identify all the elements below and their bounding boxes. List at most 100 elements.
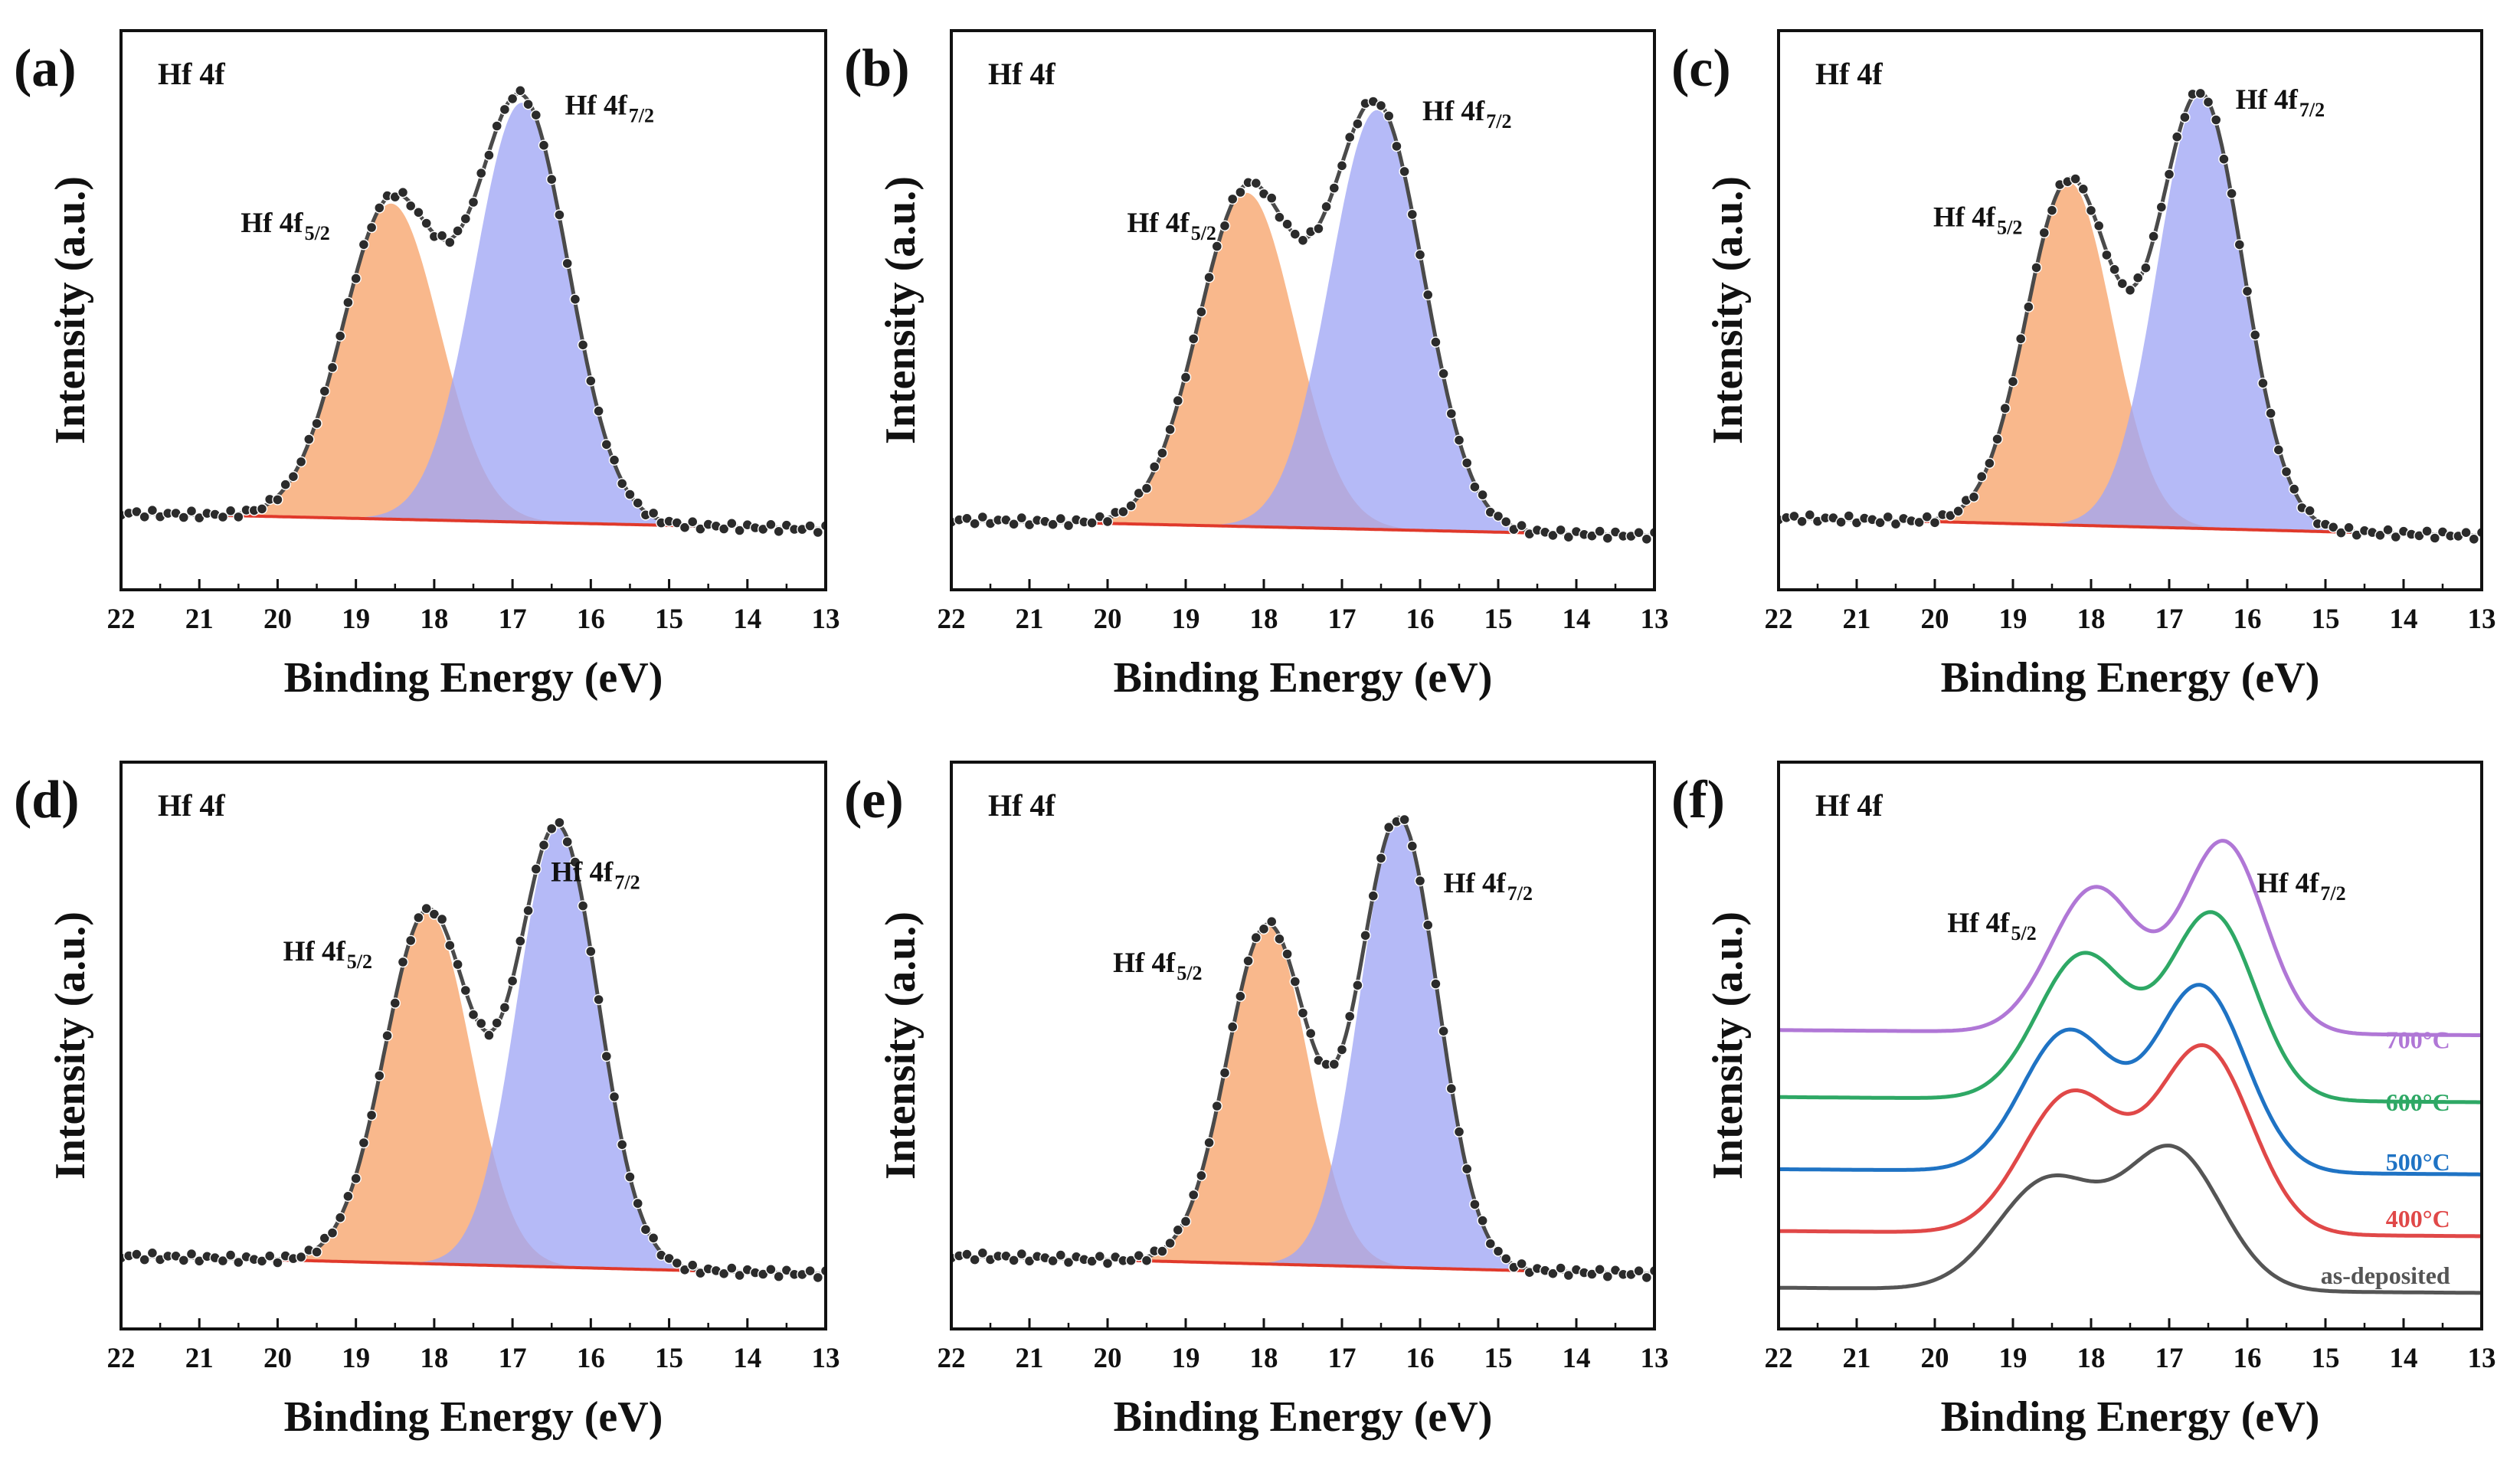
data-point	[1336, 1044, 1348, 1056]
data-point	[961, 1249, 973, 1260]
data-point	[397, 956, 409, 968]
data-point	[499, 103, 511, 116]
data-point	[640, 1223, 652, 1236]
data-point	[2163, 169, 2175, 180]
data-point	[718, 523, 730, 535]
data-point	[1062, 1256, 1075, 1268]
x-tick-label: 19	[342, 1343, 370, 1374]
peak-label-4f5-2: Hf 4f5/2	[241, 208, 329, 244]
panel-b: Hf 4f5/2 Hf 4f7/2 22 21 20 19 18 17 16 15 14 13 Bind…	[844, 29, 1669, 702]
data-point	[2194, 87, 2207, 100]
data-point	[413, 207, 424, 218]
data-point	[256, 1255, 268, 1267]
data-point	[2077, 183, 2090, 195]
data-point	[1336, 160, 1348, 172]
data-point	[2148, 231, 2159, 242]
data-point	[1101, 1258, 1114, 1269]
x-tick-label: 14	[2390, 1343, 2418, 1374]
data-point	[1313, 223, 1324, 234]
data-point	[1500, 516, 1512, 528]
data-point	[1555, 1262, 1566, 1274]
data-point	[1250, 177, 1262, 189]
data-point	[1835, 516, 1847, 528]
x-tick-label: 16	[577, 604, 605, 635]
data-point	[647, 1232, 659, 1244]
data-point	[2468, 533, 2480, 545]
data-point	[2374, 529, 2386, 541]
data-point	[1890, 518, 1902, 530]
data-point	[1157, 447, 1168, 459]
series-label: 700°C	[2386, 1026, 2450, 1054]
x-tick-label: 13	[1641, 1343, 1669, 1374]
data-point	[577, 900, 589, 912]
data-point	[1094, 511, 1106, 522]
panel-title: Hf 4f	[1815, 788, 1883, 823]
data-point	[2241, 286, 2253, 297]
data-point	[569, 293, 581, 305]
peak-label-4f7-2: Hf 4f7/2	[565, 90, 654, 127]
data-point	[530, 109, 542, 121]
peak-label-4f7-2: Hf 4f7/2	[1422, 96, 1511, 133]
data-point	[1187, 1189, 1199, 1201]
data-point	[1991, 434, 2003, 445]
peak-label-4f5-2: Hf 4f5/2	[283, 936, 372, 973]
data-point	[1391, 140, 1402, 152]
data-point	[1913, 516, 1925, 529]
x-tick-label: 18	[420, 604, 448, 635]
plot-area	[121, 817, 826, 1284]
data-point	[1157, 1245, 1168, 1257]
data-point	[969, 518, 980, 529]
data-point	[671, 1257, 682, 1269]
data-point	[2265, 407, 2276, 419]
data-point	[515, 935, 526, 947]
data-point	[280, 479, 291, 490]
raw-data-points	[121, 817, 826, 1284]
data-point	[1547, 529, 1559, 542]
data-point	[326, 1227, 339, 1239]
data-point	[311, 417, 322, 430]
data-point	[2093, 220, 2105, 231]
data-point	[467, 1009, 479, 1020]
data-point	[1430, 978, 1442, 990]
peak-4f5-2-area	[121, 912, 826, 1275]
data-point	[530, 863, 542, 875]
x-tick-label: 21	[185, 1343, 214, 1374]
data-point	[342, 1190, 354, 1203]
data-point	[1375, 100, 1387, 112]
panel-e: Hf 4f5/2 Hf 4f7/2 22 21 20 19 18 17 16 15 14 13 Bind…	[844, 761, 1669, 1441]
data-point	[1477, 489, 1488, 501]
panel-title: Hf 4f	[988, 788, 1055, 823]
x-tick-label: 18	[1250, 1343, 1278, 1374]
panel-label: (e)	[844, 771, 904, 830]
data-point	[413, 912, 424, 924]
data-point	[2132, 272, 2144, 283]
x-axis: 22 21 20 19 18 17 16 15 14 13	[107, 579, 840, 635]
data-point	[1796, 515, 1808, 527]
data-point	[1453, 434, 1465, 446]
data-point	[2014, 333, 2027, 345]
data-point	[2085, 205, 2097, 216]
series-label: 400°C	[2386, 1205, 2450, 1232]
x-tick-label: 15	[2312, 1343, 2340, 1374]
data-point	[2023, 301, 2034, 313]
panel-title: Hf 4f	[988, 57, 1055, 91]
data-point	[671, 517, 682, 529]
data-point	[1804, 509, 1816, 521]
x-tick-label: 20	[263, 604, 292, 635]
data-point	[405, 200, 417, 211]
data-point	[2155, 201, 2168, 213]
data-point	[1641, 533, 1653, 545]
plot-area	[121, 85, 826, 538]
data-point	[546, 823, 558, 835]
data-point	[1086, 517, 1098, 529]
data-point	[335, 330, 346, 342]
x-tick-label: 15	[655, 604, 683, 635]
data-point	[217, 511, 229, 523]
data-point	[1633, 1265, 1645, 1277]
data-point	[1180, 1216, 1192, 1227]
data-point	[2007, 376, 2019, 388]
data-point	[538, 840, 550, 851]
panel-d: Hf 4f5/2 Hf 4f7/2 22 21 20 19 18 17 16 15 14 13 Bind…	[14, 761, 840, 1441]
data-point	[405, 934, 417, 947]
data-point	[1016, 1248, 1028, 1260]
